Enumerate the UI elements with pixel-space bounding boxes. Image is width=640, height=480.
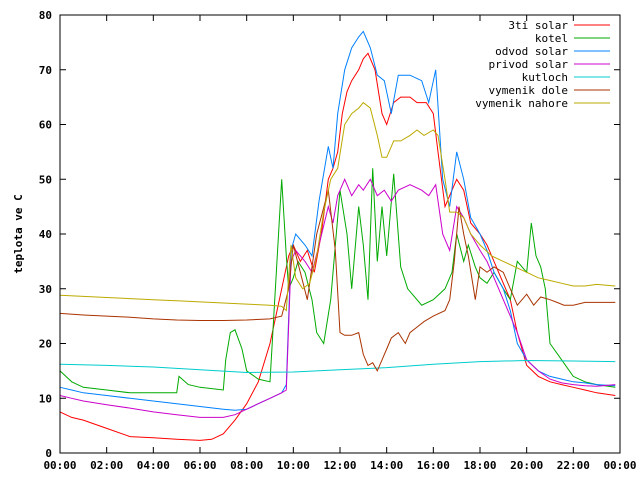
legend-label: vymenik dole — [489, 84, 568, 97]
series-line-vymenik-dole — [59, 190, 616, 373]
x-tick-label: 12:00 — [323, 459, 356, 472]
x-tick-label: 20:00 — [510, 459, 543, 472]
series-line-kotel — [59, 168, 616, 394]
series-line-odvod-solar — [59, 30, 616, 411]
legend-label: privod solar — [489, 58, 569, 71]
x-tick-label: 10:00 — [277, 459, 310, 472]
x-tick-label: 16:00 — [417, 459, 450, 472]
y-axis-label: teplota ve C — [12, 194, 25, 273]
plot-series — [59, 30, 616, 441]
x-tick-label: 04:00 — [137, 459, 170, 472]
legend-label: kutloch — [522, 71, 568, 84]
y-tick-label: 70 — [39, 64, 52, 77]
legend-label: odvod solar — [495, 45, 568, 58]
x-tick-label: 14:00 — [370, 459, 403, 472]
legend-label: vymenik nahore — [475, 97, 568, 110]
y-tick-label: 50 — [39, 173, 52, 186]
y-tick-label: 20 — [39, 338, 52, 351]
y-tick-label: 0 — [45, 447, 52, 460]
y-tick-label: 10 — [39, 392, 52, 405]
legend-label: 3ti solar — [508, 19, 568, 32]
series-line-kutloch — [59, 359, 616, 374]
y-tick-label: 60 — [39, 119, 52, 132]
x-tick-label: 08:00 — [230, 459, 263, 472]
x-tick-label: 00:00 — [43, 459, 76, 472]
x-tick-label: 06:00 — [183, 459, 216, 472]
legend-label: kotel — [535, 32, 568, 45]
x-tick-label: 00:00 — [603, 459, 636, 472]
y-tick-label: 40 — [39, 228, 52, 241]
x-tick-label: 22:00 — [557, 459, 590, 472]
y-tick-label: 80 — [39, 9, 52, 22]
series-line-3ti-solar — [59, 52, 616, 441]
x-tick-label: 18:00 — [463, 459, 496, 472]
y-tick-label: 30 — [39, 283, 52, 296]
series-line-vymenik-nahore — [59, 101, 616, 312]
axis-ticks: 0 10 20 30 40 50 60 70 80 00:00 02:00 04:00 06:00 08:… — [39, 9, 637, 472]
series-line-privod-solar — [59, 178, 616, 418]
x-tick-label: 02:00 — [90, 459, 123, 472]
